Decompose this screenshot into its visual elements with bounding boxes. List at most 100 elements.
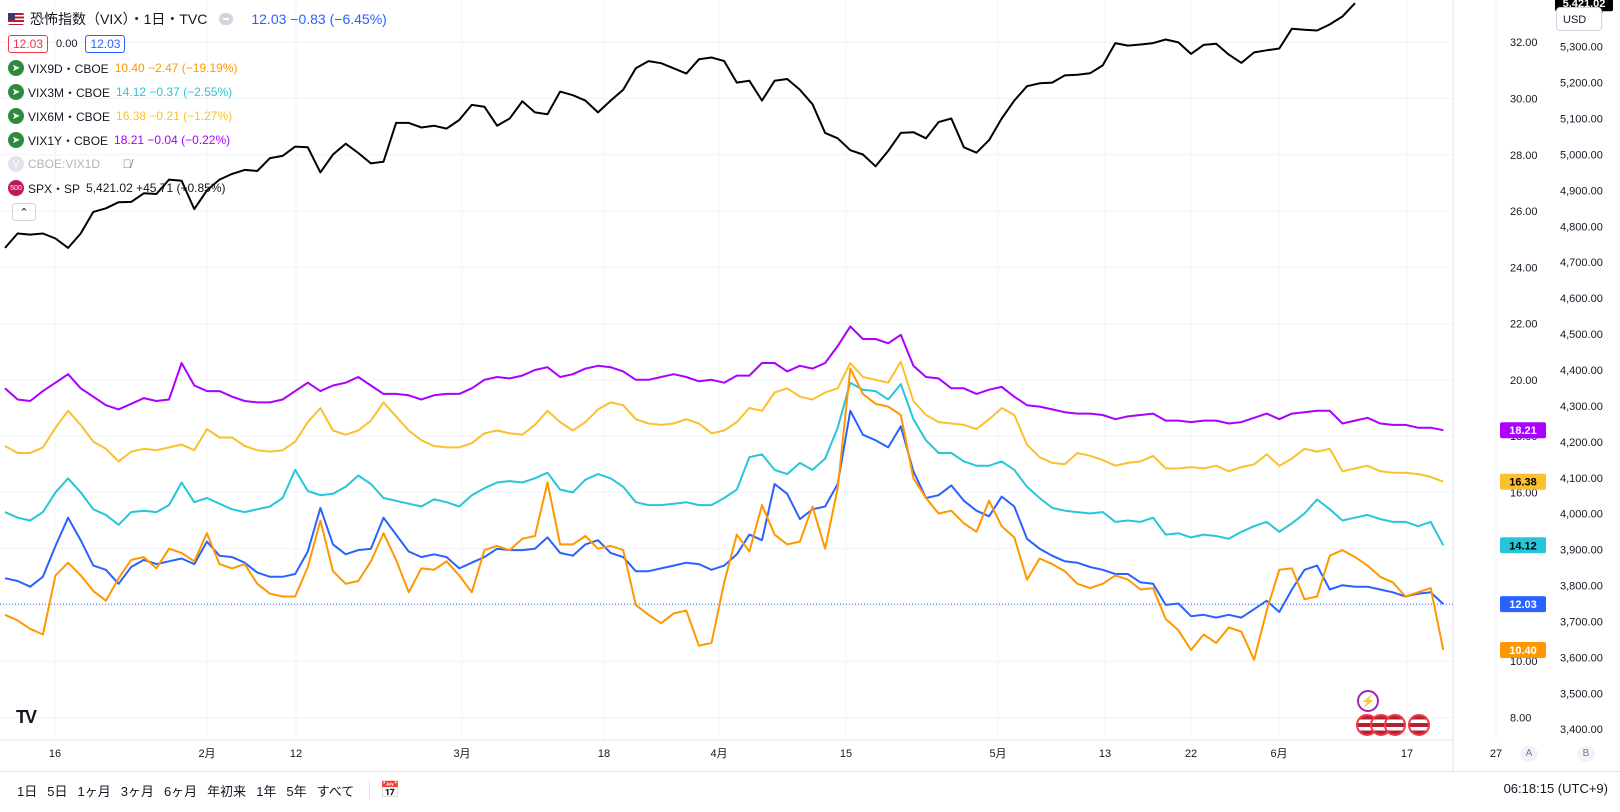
legend-row[interactable]: ➤ VIX9D・CBOE 10.40 −2.47 (−19.19%) bbox=[8, 56, 387, 80]
x-axis-tick: 17 bbox=[1401, 748, 1413, 760]
last-value-label: 5,421.02 bbox=[1563, 0, 1606, 10]
right-axis-tick: 4,400.00 bbox=[1560, 365, 1603, 377]
clock[interactable]: 06:18:15 (UTC+9) bbox=[1503, 781, 1608, 796]
range-button[interactable]: 年初来 bbox=[207, 783, 247, 799]
right-axis-tick: 5,200.00 bbox=[1560, 78, 1603, 90]
legend-change-pct: (−2.55%) bbox=[183, 85, 233, 99]
series-line-vix9d[interactable] bbox=[4, 367, 1445, 661]
left-axis-tick: 22.00 bbox=[1510, 319, 1538, 331]
symbol-title-row[interactable]: 恐怖指数（VIX）・1日・TVC 12.03 −0.83 (−6.45%) bbox=[8, 6, 387, 32]
divider bbox=[369, 781, 371, 799]
auto-scale-button[interactable]: A bbox=[1520, 746, 1538, 762]
green-check-icon: ➤ bbox=[8, 84, 24, 100]
series-line-vix6m[interactable] bbox=[4, 360, 1444, 483]
legend-value: 10.40 bbox=[114, 61, 145, 75]
legend-row[interactable]: ➤ VIX3M・CBOE 14.12 −0.37 (−2.55%) bbox=[8, 80, 387, 104]
legend-row[interactable]: 500 SPX・SP 5,421.02 +45.71 (+0.85%) bbox=[8, 176, 387, 200]
range-button[interactable]: 1ヶ月 bbox=[77, 783, 111, 799]
minus-icon[interactable] bbox=[219, 13, 234, 25]
series-line-vix[interactable] bbox=[4, 409, 1444, 619]
left-axis-tick: 28.00 bbox=[1510, 150, 1538, 162]
tradingview-logo-icon[interactable]: TV bbox=[16, 707, 37, 727]
legend-row[interactable]: V CBOE:VIX1D 👁̸ bbox=[8, 152, 387, 176]
right-axis-tick: 4,900.00 bbox=[1560, 185, 1603, 197]
x-axis-tick: 27 bbox=[1490, 748, 1502, 760]
range-button[interactable]: 1年 bbox=[256, 783, 277, 799]
left-axis-tick: 8.00 bbox=[1510, 712, 1531, 724]
ask-box[interactable]: 12.03 bbox=[85, 35, 126, 53]
last-value-badge bbox=[1500, 596, 1546, 613]
legend-change-pct: (−1.27%) bbox=[183, 109, 233, 123]
legend-row[interactable]: ➤ VIX1Y・CBOE 18.21 −0.04 (−0.22%) bbox=[8, 128, 387, 152]
right-axis-tick: 4,100.00 bbox=[1560, 473, 1603, 485]
last-value-label: 16.38 bbox=[1509, 477, 1537, 489]
bottom-toolbar: 1日 5日 1ヶ月 3ヶ月 6ヶ月 年初来 1年 5年 すべて 📅 06:18:15 (UTC+… bbox=[0, 771, 1620, 808]
range-buttons: 1日 5日 1ヶ月 3ヶ月 6ヶ月 年初来 1年 5年 すべて bbox=[12, 781, 359, 800]
x-axis-tick: 2月 bbox=[198, 748, 215, 760]
legend-value: 18.21 bbox=[114, 133, 145, 147]
legend-symbol: VIX3M・CBOE bbox=[28, 85, 111, 100]
right-axis-tick: 4,600.00 bbox=[1560, 293, 1603, 305]
x-axis-tick: 5月 bbox=[989, 748, 1006, 760]
right-axis-tick: 3,700.00 bbox=[1560, 616, 1603, 628]
right-axis-tick: 5,100.00 bbox=[1560, 114, 1603, 126]
spread-value: 0.00 bbox=[56, 38, 78, 50]
legend-panel: 恐怖指数（VIX）・1日・TVC 12.03 −0.83 (−6.45%) 12… bbox=[8, 6, 387, 224]
series-line-vix1y[interactable] bbox=[4, 325, 1444, 432]
legend-value: 5,421.02 bbox=[86, 181, 133, 195]
x-axis-tick: 15 bbox=[840, 748, 852, 760]
last-value-label: 10.40 bbox=[1509, 645, 1537, 657]
range-button[interactable]: 1日 bbox=[17, 783, 38, 799]
series-line-spx[interactable] bbox=[4, 2, 1356, 249]
right-axis-tick: 4,800.00 bbox=[1560, 221, 1603, 233]
calendar-goto-icon[interactable]: 📅 bbox=[380, 782, 401, 799]
bid-box[interactable]: 12.03 bbox=[8, 35, 49, 53]
last-value-badge bbox=[1500, 422, 1546, 439]
left-axis-tick: 10.00 bbox=[1510, 656, 1538, 668]
legend-row[interactable]: ➤ VIX6M・CBOE 16.38 −0.21 (−1.27%) bbox=[8, 104, 387, 128]
symbol-title[interactable]: 恐怖指数（VIX）・1日・TVC bbox=[30, 11, 208, 27]
last-value-label: 12.03 bbox=[1509, 599, 1537, 611]
legend-change: −0.37 bbox=[149, 85, 180, 99]
legend-symbol: CBOE:VIX1D bbox=[28, 157, 101, 171]
range-button[interactable]: 3ヶ月 bbox=[120, 783, 154, 799]
vix-change: −0.83 bbox=[290, 11, 326, 27]
green-check-icon: ➤ bbox=[8, 132, 24, 148]
chevron-up-icon[interactable]: ⌃ bbox=[12, 203, 36, 221]
legend-value: 16.38 bbox=[116, 109, 147, 123]
x-axis-tick: 13 bbox=[1099, 748, 1111, 760]
right-axis-tick: 5,000.00 bbox=[1560, 149, 1603, 161]
right-axis-tick: 3,500.00 bbox=[1560, 688, 1603, 700]
last-value-badge bbox=[1500, 537, 1546, 554]
right-axis-tick: 3,800.00 bbox=[1560, 581, 1603, 593]
series-line-vix3m[interactable] bbox=[4, 381, 1445, 546]
legend-value: 14.12 bbox=[116, 85, 147, 99]
last-value-badge bbox=[1500, 641, 1546, 658]
range-button[interactable]: 6ヶ月 bbox=[163, 783, 198, 799]
x-axis-tick: 4月 bbox=[710, 748, 727, 760]
range-button[interactable]: 5年 bbox=[286, 783, 307, 799]
range-button[interactable]: 5日 bbox=[47, 783, 68, 799]
us-event-icon[interactable] bbox=[1384, 714, 1406, 736]
x-axis-tick: 22 bbox=[1185, 748, 1197, 760]
flash-event-icon[interactable]: ⚡ bbox=[1357, 690, 1379, 712]
right-axis-tick: 3,600.00 bbox=[1560, 652, 1603, 664]
symbol-logo-icon: V bbox=[8, 156, 24, 172]
left-axis-tick: 24.00 bbox=[1510, 262, 1538, 274]
legend-change: −0.21 bbox=[149, 109, 180, 123]
range-button[interactable]: すべて bbox=[316, 783, 355, 799]
right-axis-tick: 5,300.00 bbox=[1560, 42, 1603, 54]
right-axis-tick: 4,500.00 bbox=[1560, 329, 1603, 341]
legend-symbol: VIX1Y・CBOE bbox=[28, 133, 109, 148]
hidden-eye-icon[interactable]: 👁̸ bbox=[122, 157, 132, 171]
us-event-icon[interactable] bbox=[1408, 714, 1430, 736]
legend-symbol: VIX6M・CBOE bbox=[28, 109, 111, 124]
currency-button[interactable]: USD bbox=[1556, 7, 1602, 31]
legend-change-pct: (+0.85%) bbox=[176, 181, 226, 195]
scale-b-button[interactable]: B bbox=[1577, 746, 1595, 762]
green-check-icon: ➤ bbox=[8, 60, 24, 76]
x-axis-tick: 12 bbox=[290, 748, 302, 760]
last-value-label: 18.21 bbox=[1509, 425, 1537, 437]
